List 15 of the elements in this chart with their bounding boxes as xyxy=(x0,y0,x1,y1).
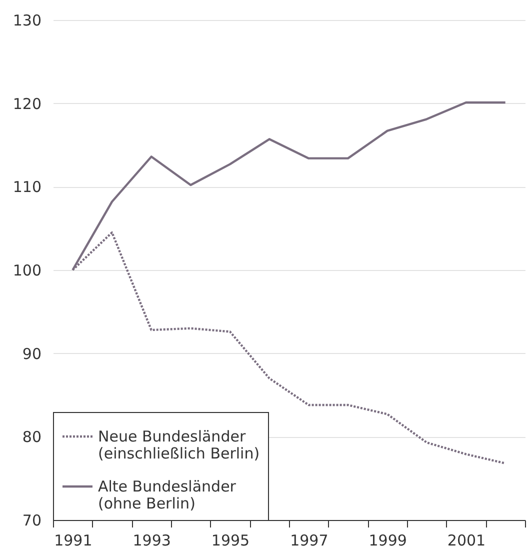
y-tick-label: 90 xyxy=(22,344,42,363)
x-tick-label: 1997 xyxy=(290,532,328,550)
x-tick-label: 1999 xyxy=(368,532,407,550)
legend-label: Alte Bundesländer (ohne Berlin) xyxy=(98,478,237,512)
legend-label: Neue Bundesländer (einschließlich Berlin) xyxy=(98,428,260,462)
x-tick-label: 1995 xyxy=(211,532,250,550)
y-tick-label: 130 xyxy=(12,12,42,30)
x-tick-label: 2001 xyxy=(447,532,486,550)
y-tick-label: 70 xyxy=(22,512,42,530)
y-tick-label: 120 xyxy=(12,94,42,113)
x-tick-label: 1991 xyxy=(54,532,92,550)
y-tick-label: 80 xyxy=(22,428,42,446)
x-tick-label: 1993 xyxy=(132,532,171,550)
y-tick-label: 110 xyxy=(12,178,42,196)
y-tick-label: 100 xyxy=(12,262,42,280)
